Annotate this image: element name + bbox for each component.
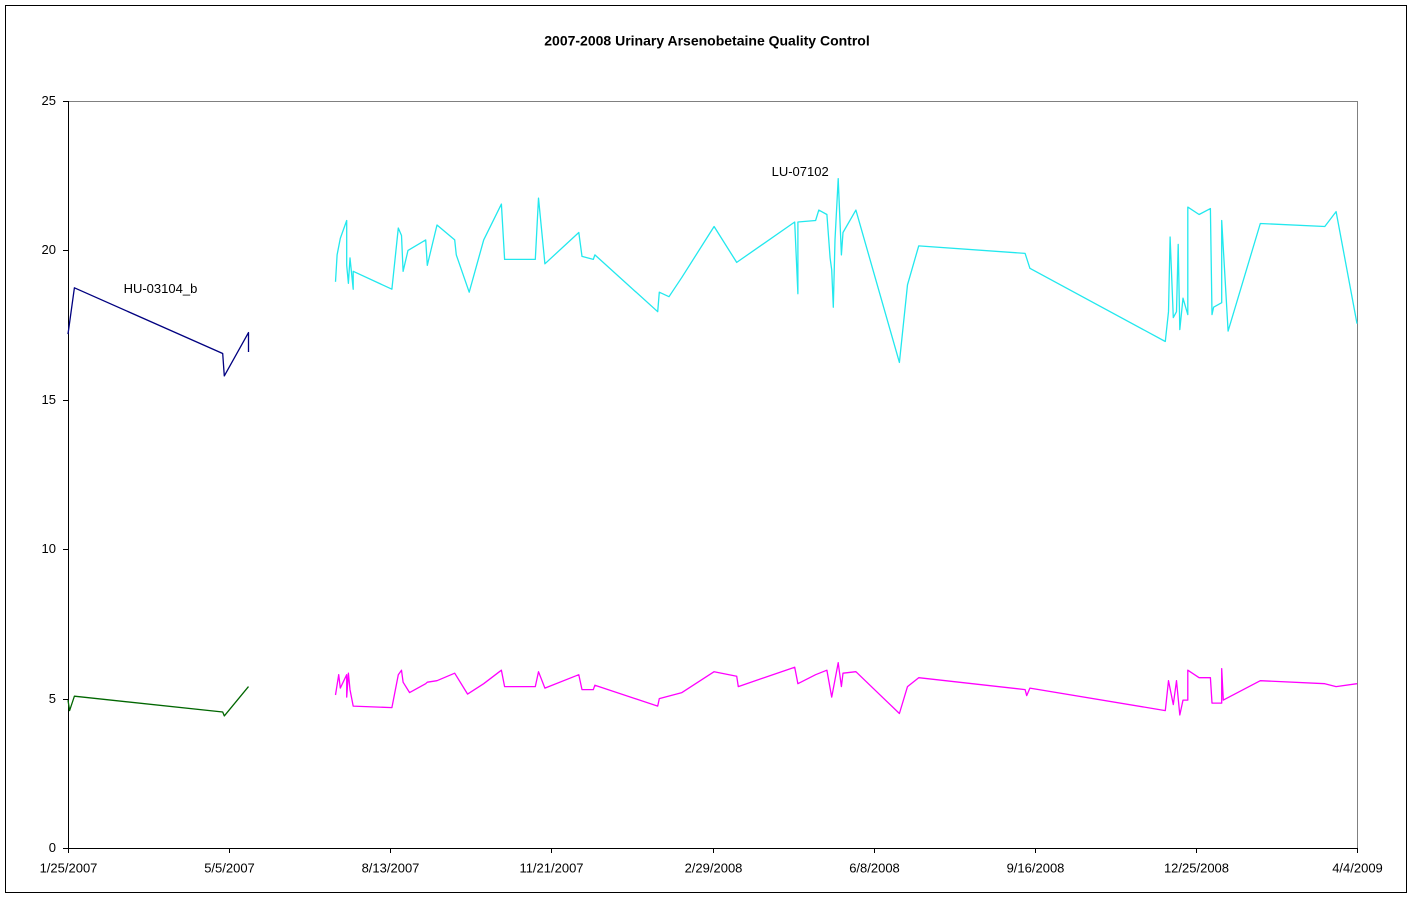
x-tick-label: 1/25/2007: [40, 860, 98, 875]
x-tick-label: 6/8/2008: [849, 860, 900, 875]
series-label: LU-07102: [772, 164, 829, 179]
x-tick-label: 8/13/2007: [362, 860, 420, 875]
y-tick-label: 5: [49, 691, 56, 706]
x-tick-label: 9/16/2008: [1007, 860, 1065, 875]
chart-title: 2007-2008 Urinary Arsenobetaine Quality …: [544, 33, 869, 49]
y-tick-label: 10: [42, 541, 56, 556]
x-tick-label: 4/4/2009: [1332, 860, 1383, 875]
series-line: [67, 287, 250, 377]
x-tick-label: 11/21/2007: [519, 860, 583, 875]
y-tick-label: 0: [49, 840, 56, 855]
x-tick-label: 5/5/2007: [204, 860, 255, 875]
series-line: [334, 662, 1358, 716]
y-tick-label: 25: [42, 93, 56, 108]
series-label: HU-03104_b: [124, 281, 198, 296]
series-line: [334, 178, 1358, 364]
y-tick-label: 15: [42, 392, 56, 407]
x-tick-label: 12/25/2008: [1164, 860, 1229, 875]
y-tick-label: 20: [42, 242, 56, 257]
series-line: [67, 686, 250, 717]
chart-frame: [5, 5, 1407, 893]
x-tick-label: 2/29/2008: [685, 860, 743, 875]
